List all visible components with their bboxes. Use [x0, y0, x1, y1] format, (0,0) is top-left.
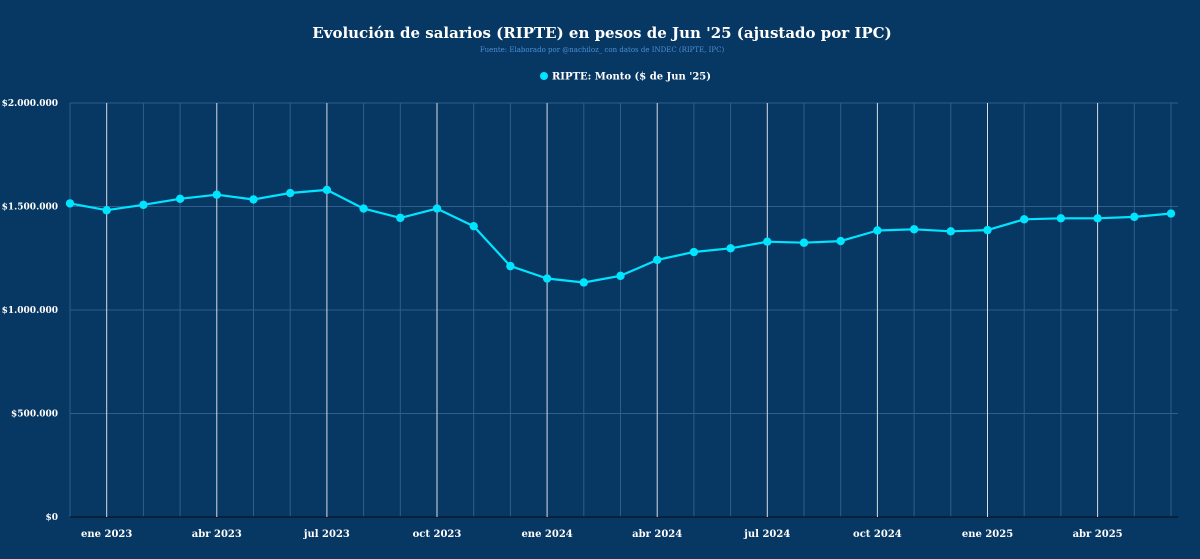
chart-subtitle: Fuente: Elaborado por @nachiloz_ con dat… [480, 46, 725, 54]
data-point[interactable] [542, 274, 552, 283]
x-tick-label: ene 2025 [962, 529, 1013, 540]
data-point[interactable] [909, 225, 919, 234]
data-point[interactable] [689, 247, 699, 257]
data-point[interactable] [1019, 215, 1029, 224]
data-point[interactable] [836, 236, 845, 246]
data-point[interactable] [579, 278, 588, 287]
y-tick-label: $1.500.000 [2, 203, 58, 213]
data-point[interactable] [946, 227, 955, 236]
data-point[interactable] [799, 238, 809, 247]
legend[interactable]: RIPTE: Monto ($ de Jun '25) [540, 72, 711, 83]
data-point[interactable] [1166, 209, 1176, 218]
chart-title: Evolución de salarios (RIPTE) en pesos d… [312, 24, 891, 42]
data-point[interactable] [469, 221, 478, 231]
x-tick-label: oct 2024 [853, 529, 902, 540]
data-point[interactable] [175, 194, 185, 204]
x-tick-label: abr 2023 [192, 529, 242, 540]
data-point[interactable] [1056, 214, 1066, 223]
data-point[interactable] [249, 195, 258, 204]
data-point[interactable] [432, 204, 442, 213]
data-point[interactable] [653, 255, 662, 265]
data-point[interactable] [983, 225, 992, 235]
legend-label: RIPTE: Monto ($ de Jun '25) [552, 72, 711, 83]
data-point[interactable] [506, 261, 515, 271]
data-point[interactable] [286, 188, 295, 198]
x-tick-label: abr 2025 [1073, 529, 1123, 540]
y-tick-label: $2.000.000 [2, 99, 58, 109]
data-point[interactable] [212, 190, 221, 199]
data-point[interactable] [139, 200, 148, 210]
y-tick-label: $0 [45, 513, 58, 523]
y-tick-label: $500.000 [11, 410, 58, 420]
data-point[interactable] [102, 206, 111, 215]
data-point[interactable] [359, 204, 368, 213]
data-point[interactable] [1093, 214, 1102, 223]
x-tick-label: jul 2024 [743, 529, 790, 540]
data-point[interactable] [65, 199, 75, 208]
data-point[interactable] [873, 226, 882, 235]
axes: $0 $500.000 $1.000.000 $1.500.000 $2.000.000… [2, 99, 1123, 540]
legend-marker [540, 72, 548, 80]
x-tick-label: ene 2024 [521, 529, 572, 540]
data-point[interactable] [1130, 212, 1139, 222]
x-tick-label: oct 2023 [413, 529, 462, 540]
data-point[interactable] [763, 237, 772, 246]
x-tick-label: abr 2024 [632, 529, 682, 540]
data-point[interactable] [396, 213, 405, 223]
grid [69, 102, 1178, 518]
data-point[interactable] [726, 244, 735, 253]
y-tick-label: $1.000.000 [2, 306, 58, 316]
data-point[interactable] [616, 271, 625, 281]
x-tick-label: ene 2023 [81, 529, 132, 540]
x-tick-label: jul 2023 [303, 529, 350, 540]
series-ripte [65, 185, 1176, 287]
data-point[interactable] [322, 185, 332, 195]
